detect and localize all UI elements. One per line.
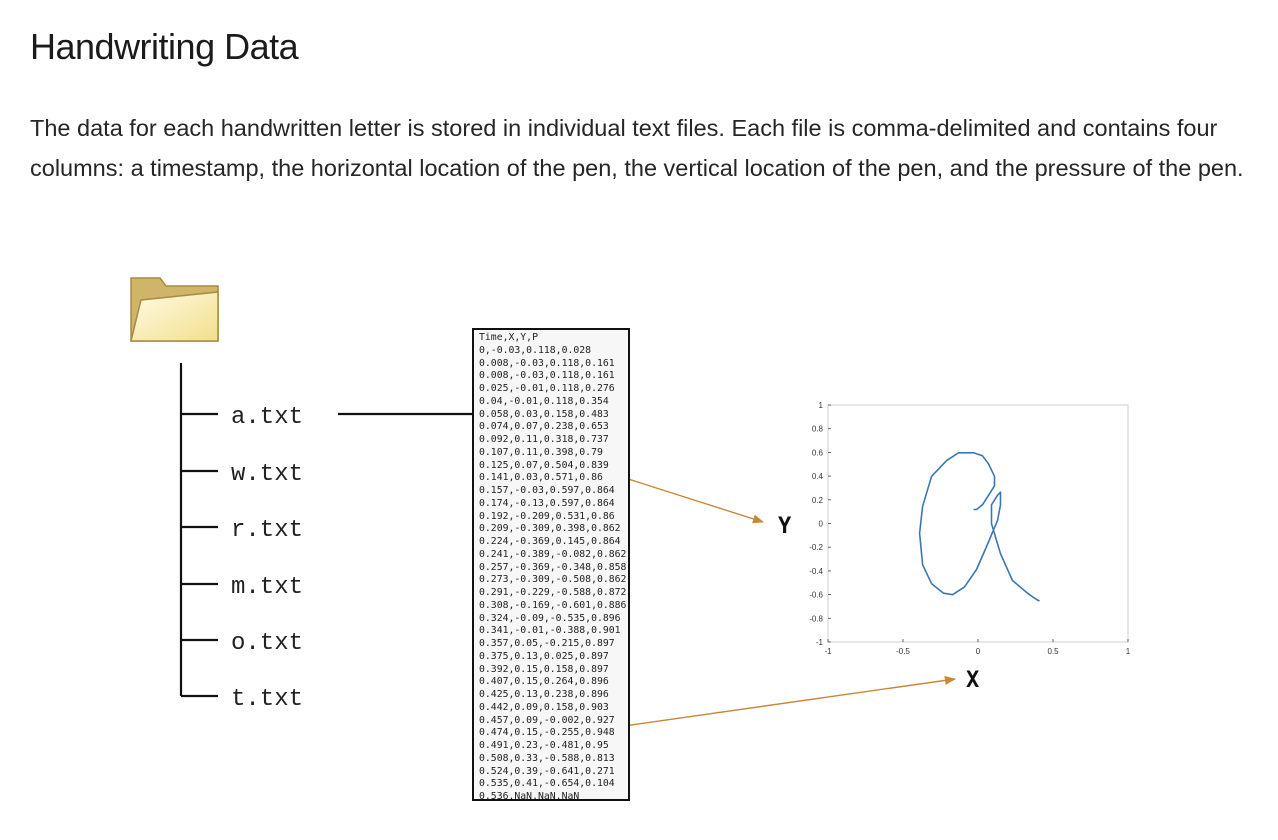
file-label-t: t.txt [231, 686, 303, 713]
x-tick-label: -1 [824, 647, 832, 656]
plot-axes [827, 404, 1129, 643]
data-line: 0.008,-0.03,0.118,0.161 [479, 370, 615, 382]
data-line: 0.524,0.39,-0.641,0.271 [479, 765, 615, 777]
y-tick-label: 0.2 [812, 496, 824, 505]
data-line: 0.192,-0.209,0.531,0.86 [479, 510, 615, 522]
y-tick-label: 1 [819, 401, 824, 410]
data-line: 0.157,-0.03,0.597,0.864 [479, 485, 615, 496]
data-line: 0.058,0.03,0.158,0.483 [479, 408, 609, 420]
y-tick-label: -0.2 [809, 543, 823, 552]
file-label-m: m.txt [231, 574, 303, 601]
data-line: 0.291,-0.229,-0.588,0.872 [479, 587, 627, 598]
data-line: 0,-0.03,0.118,0.028 [479, 344, 592, 356]
data-line: 0.209,-0.309,0.398,0.862 [479, 523, 621, 535]
y-tick-label: 0 [819, 520, 824, 529]
data-line: 0.357,0.05,-0.215,0.897 [479, 638, 615, 649]
x-tick-label: -0.5 [896, 647, 910, 656]
data-line: 0.442,0.09,0.158,0.903 [479, 701, 609, 713]
plot-ticks: -1 -0.5 0 0.5 1 1 0.8 0.6 0.4 0.2 0 -0.2 -0.4 -0.6 -0.… [809, 401, 1131, 656]
page-title: Handwriting Data [30, 26, 299, 67]
data-line: 0.125,0.07,0.504,0.839 [479, 459, 609, 471]
data-line: 0.457,0.09,-0.002,0.927 [479, 714, 615, 726]
data-line: 0.257,-0.369,-0.348,0.858 [479, 561, 627, 573]
data-line: 0.273,-0.309,-0.508,0.862 [479, 574, 627, 586]
data-line: 0.174,-0.13,0.597,0.864 [479, 497, 615, 509]
y-tick-label: 0.6 [812, 448, 824, 457]
data-line: 0.008,-0.03,0.118,0.161 [479, 357, 615, 369]
data-line: 0.241,-0.389,-0.082,0.862 [479, 548, 627, 560]
data-line: 0.308,-0.169,-0.601,0.886 [479, 599, 627, 611]
pen-trajectory [918, 451, 1040, 602]
x-tick-label: 1 [1126, 647, 1131, 656]
folder-icon [130, 277, 219, 342]
data-line: 0.107,0.11,0.398,0.79 [479, 446, 603, 458]
x-tick-label: 0 [976, 647, 981, 656]
file-tree [179, 363, 473, 698]
file-label-w: w.txt [231, 461, 303, 488]
data-line: 0.324,-0.09,-0.535,0.896 [479, 612, 621, 624]
data-line: 0.536,NaN,NaN,NaN [479, 791, 580, 801]
data-line: 0.092,0.11,0.318,0.737 [479, 434, 609, 445]
x-axis-label: X [966, 668, 979, 693]
data-file-preview: Time,X,Y,P 0,-0.03,0.118,0.028 0.008,-0.03… [472, 328, 630, 801]
data-lines: Time,X,Y,P 0,-0.03,0.118,0.028 0.008,-0.03… [479, 332, 628, 801]
intro-paragraph: The data for each handwritten letter is … [30, 115, 1244, 181]
file-label-r: r.txt [231, 517, 303, 544]
data-line: 0.224,-0.369,0.145,0.864 [479, 536, 621, 547]
file-label-o: o.txt [231, 630, 303, 657]
data-line: 0.425,0.13,0.238,0.896 [479, 689, 609, 700]
data-line: 0.474,0.15,-0.255,0.948 [479, 727, 615, 739]
data-line: 0.025,-0.01,0.118,0.276 [479, 383, 615, 394]
y-tick-label: -0.8 [809, 614, 823, 623]
data-line: 0.141,0.03,0.571,0.86 [479, 472, 603, 484]
data-line: 0.491,0.23,-0.481,0.95 [479, 740, 609, 751]
data-line: 0.074,0.07,0.238,0.653 [479, 421, 609, 433]
data-line: 0.407,0.15,0.264,0.896 [479, 676, 609, 688]
y-tick-label: -1 [816, 638, 824, 647]
data-line: 0.04,-0.01,0.118,0.354 [479, 395, 609, 407]
y-tick-label: 0.4 [812, 472, 824, 481]
y-tick-label: 0.8 [812, 425, 824, 434]
data-line: 0.392,0.15,0.158,0.897 [479, 663, 609, 675]
x-tick-label: 0.5 [1047, 647, 1059, 656]
y-axis-label: Y [778, 514, 792, 539]
file-label-a: a.txt [231, 404, 303, 431]
data-line: 0.535,0.41,-0.654,0.104 [479, 778, 615, 790]
pen-trajectory-line [918, 451, 1040, 602]
y-tick-label: -0.4 [809, 567, 823, 576]
data-line: Time,X,Y,P [479, 332, 538, 343]
data-line: 0.341,-0.01,-0.388,0.901 [479, 625, 621, 637]
data-line: 0.508,0.33,-0.588,0.813 [479, 752, 615, 764]
y-tick-label: -0.6 [809, 591, 823, 600]
data-line: 0.375,0.13,0.025,0.897 [479, 650, 609, 662]
